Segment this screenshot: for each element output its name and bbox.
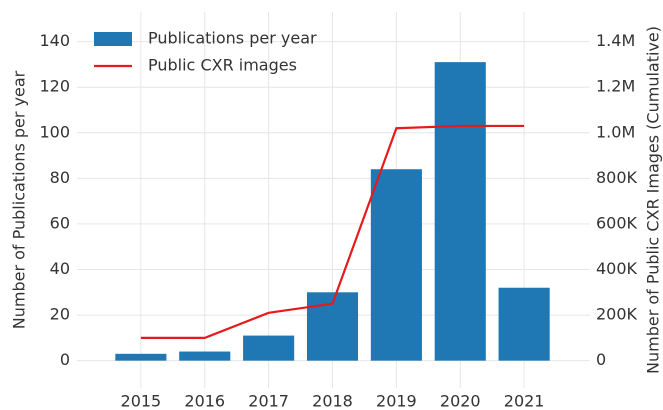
y-tick-label: 100 <box>39 122 70 141</box>
y2-tick-label: 0 <box>596 350 606 369</box>
y2-axis-label: Number of Public CXR Images (Cumulative) <box>644 26 663 374</box>
y2-tick-label: 1.2M <box>596 77 635 96</box>
y-axis-label: Number of Publications per year <box>10 70 29 329</box>
y-tick-label: 40 <box>50 259 70 278</box>
y2-tick-label: 400K <box>596 259 638 278</box>
y2-tick-label: 1.0M <box>596 122 635 141</box>
x-tick-label: 2021 <box>504 392 545 410</box>
x-tick-label: 2019 <box>376 392 417 410</box>
x-tick-label: 2017 <box>248 392 289 410</box>
y-tick-label: 0 <box>60 350 70 369</box>
y-tick-label: 60 <box>50 213 70 232</box>
bar <box>243 335 295 361</box>
line <box>140 124 525 339</box>
y-tick-label: 20 <box>50 305 70 324</box>
bar <box>179 351 231 361</box>
y2-tick-label: 800K <box>596 168 638 187</box>
y-tick-label: 80 <box>50 168 70 187</box>
bar <box>115 353 167 361</box>
y-tick-label: 140 <box>39 31 70 50</box>
y-tick-label: 120 <box>39 77 70 96</box>
bar <box>498 287 550 361</box>
bar <box>434 62 486 361</box>
bar <box>370 169 422 361</box>
x-tick-label: 2016 <box>184 392 225 410</box>
x-tick-label: 2018 <box>312 392 353 410</box>
y2-tick-label: 600K <box>596 213 638 232</box>
legend-label: Publications per year <box>148 29 317 48</box>
y2-tick-label: 200K <box>596 305 638 324</box>
x-tick-label: 2020 <box>440 392 481 410</box>
x-tick-label: 2015 <box>121 392 162 410</box>
legend-label: Public CXR images <box>148 56 297 75</box>
y2-tick-label: 1.4M <box>596 31 635 50</box>
legend-swatch <box>94 32 132 46</box>
